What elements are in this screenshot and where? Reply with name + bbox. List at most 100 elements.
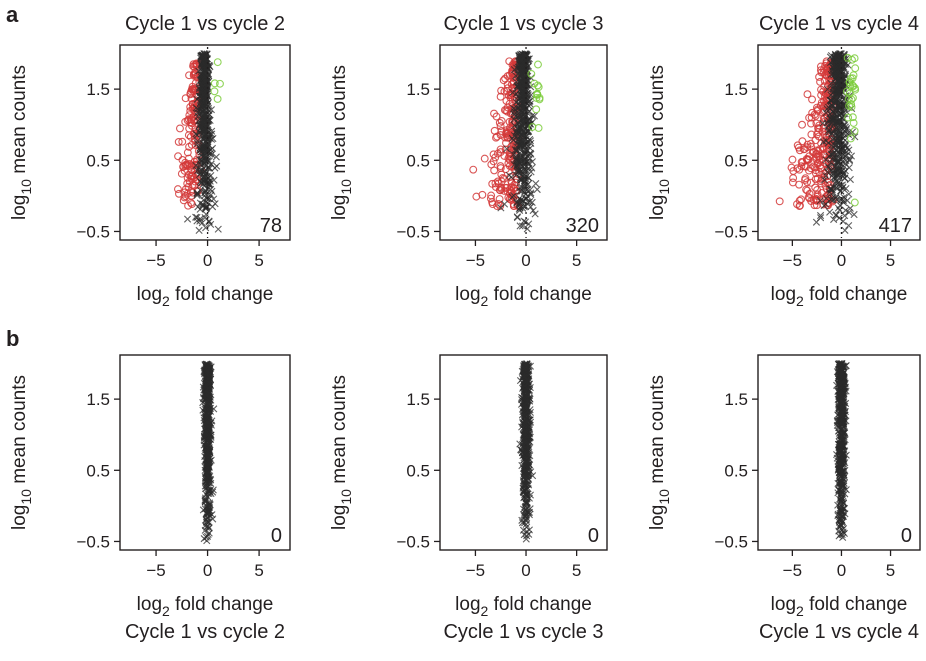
point-nonsignificant	[509, 88, 517, 97]
x-tick-label: 0	[837, 561, 846, 580]
point-nonsignificant	[829, 188, 837, 196]
point-downregulated	[494, 200, 503, 208]
point-nonsignificant	[200, 115, 208, 123]
point-downregulated	[496, 162, 505, 171]
point-nonsignificant	[519, 404, 527, 412]
point-nonsignificant	[211, 200, 219, 208]
point-downregulated	[803, 143, 812, 152]
x-axis-label: log2 fold change	[455, 284, 592, 309]
point-nonsignificant	[202, 53, 210, 62]
chart-title: Cycle 1 vs cycle 4	[759, 621, 919, 643]
point-downregulated	[469, 165, 478, 174]
plot-frame	[439, 44, 608, 241]
point-upregulated	[848, 113, 857, 122]
y-tick-label: 0.5	[406, 151, 430, 170]
point-downregulated	[181, 94, 190, 103]
point-nonsignificant	[841, 510, 849, 518]
point-nonsignificant	[832, 141, 840, 149]
point-upregulated	[851, 85, 860, 94]
point-downregulated	[495, 195, 504, 203]
point-nonsignificant	[193, 191, 201, 199]
point-nonsignificant	[202, 413, 210, 421]
point-nonsignificant	[200, 535, 208, 543]
point-downregulated	[185, 111, 194, 120]
point-nonsignificant	[528, 112, 536, 120]
point-downregulated	[490, 166, 499, 175]
point-nonsignificant	[199, 395, 208, 403]
point-nonsignificant	[518, 393, 526, 402]
point-nonsignificant	[515, 114, 523, 122]
point-nonsignificant	[510, 192, 518, 200]
point-nonsignificant	[521, 434, 529, 442]
point-nonsignificant	[513, 130, 521, 138]
point-downregulated	[812, 149, 821, 158]
point-downregulated	[807, 119, 815, 128]
point-nonsignificant	[514, 157, 523, 165]
point-upregulated	[533, 81, 542, 90]
point-downregulated	[502, 128, 511, 137]
point-nonsignificant	[838, 362, 846, 371]
y-axis-label: log10 mean counts	[647, 65, 672, 220]
point-downregulated	[817, 91, 826, 100]
point-nonsignificant	[823, 119, 831, 127]
point-downregulated	[815, 156, 824, 165]
point-nonsignificant	[526, 505, 534, 513]
point-nonsignificant	[521, 373, 529, 381]
point-nonsignificant	[200, 437, 208, 445]
point-nonsignificant	[202, 148, 210, 156]
point-nonsignificant	[833, 124, 841, 132]
point-downregulated	[805, 189, 814, 198]
point-upregulated	[210, 87, 219, 96]
point-nonsignificant	[520, 134, 528, 142]
point-nonsignificant	[833, 196, 841, 204]
point-downregulated	[183, 148, 192, 157]
point-nonsignificant	[832, 184, 840, 192]
x-tick-label: 5	[254, 561, 263, 580]
point-nonsignificant	[193, 189, 201, 197]
point-nonsignificant	[520, 371, 528, 379]
point-nonsignificant	[515, 201, 524, 209]
point-nonsignificant	[832, 211, 840, 219]
point-nonsignificant	[522, 472, 530, 480]
point-nonsignificant	[505, 171, 513, 179]
x-tick-label: 5	[886, 561, 895, 580]
point-upregulated	[532, 105, 541, 114]
significant-count: 78	[260, 215, 282, 237]
point-downregulated	[821, 92, 829, 101]
point-downregulated	[806, 164, 815, 173]
point-nonsignificant	[201, 434, 209, 442]
point-downregulated	[184, 201, 193, 210]
point-nonsignificant	[204, 102, 212, 110]
point-nonsignificant	[201, 482, 209, 490]
point-downregulated	[173, 185, 182, 194]
y-tick-label: 0.5	[406, 461, 430, 480]
point-downregulated	[814, 124, 822, 133]
point-downregulated	[813, 160, 822, 169]
point-nonsignificant	[835, 522, 843, 530]
y-tick-label: 1.5	[86, 390, 110, 409]
point-nonsignificant	[527, 203, 535, 211]
x-tick-label: −5	[783, 561, 802, 580]
point-nonsignificant	[830, 67, 838, 75]
point-nonsignificant	[845, 164, 853, 172]
point-upregulated	[843, 53, 852, 62]
x-tick-label: 0	[203, 561, 212, 580]
point-nonsignificant	[522, 423, 530, 432]
point-downregulated	[496, 122, 505, 130]
point-nonsignificant	[203, 460, 212, 468]
point-nonsignificant	[201, 420, 209, 428]
x-axis-label: log2 fold change	[137, 284, 274, 309]
point-downregulated	[179, 196, 188, 205]
point-downregulated	[797, 157, 806, 166]
y-tick-label: −0.5	[714, 222, 748, 241]
point-nonsignificant	[520, 411, 528, 419]
point-downregulated	[813, 186, 822, 194]
point-nonsignificant	[196, 144, 204, 152]
point-nonsignificant	[207, 146, 215, 154]
point-upregulated	[213, 95, 222, 103]
point-nonsignificant	[205, 389, 213, 397]
y-tick-label: 1.5	[406, 80, 430, 99]
point-nonsignificant	[202, 74, 210, 82]
